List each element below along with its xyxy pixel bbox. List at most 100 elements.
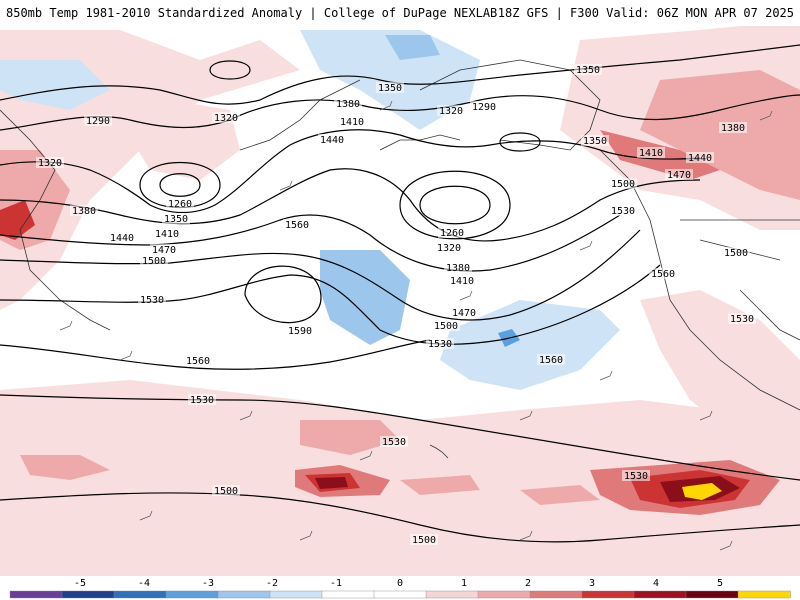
contour-label: 1350 — [164, 214, 188, 225]
height-contour — [0, 339, 431, 370]
contour-label: 1290 — [86, 116, 110, 127]
contour-label: 1440 — [110, 233, 134, 244]
wind-barb — [719, 540, 733, 551]
wind-barb — [299, 530, 313, 541]
colorbar-segment — [477, 590, 531, 599]
height-contour — [0, 492, 800, 543]
contour-label: 1410 — [155, 229, 179, 240]
colorbar-canvas: -5 -4 -3 -2 -1 0 1 2 3 4 5 — [9, 578, 791, 599]
contour-label-bg — [84, 115, 112, 126]
contour-label-bg — [318, 134, 346, 145]
contour-label-bg — [283, 219, 311, 230]
colorbar-tick-label: 3 — [589, 578, 595, 589]
colorbar-segment — [737, 590, 791, 599]
contour-label-bg — [574, 64, 602, 75]
contour-label-bg — [438, 227, 466, 238]
height-contour — [0, 214, 621, 272]
contour-label: 1350 — [378, 83, 402, 94]
closed-low-contour — [399, 170, 511, 240]
contour-label: 1260 — [168, 199, 192, 210]
wind-barb — [579, 240, 593, 251]
warm-anomaly-area — [0, 380, 800, 576]
contour-label-bg — [376, 82, 404, 93]
contour-label-bg — [435, 242, 463, 253]
contour-label: 1260 — [440, 228, 464, 239]
contour-label: 1500 — [142, 256, 166, 267]
colorbar-tick-label: -2 — [266, 578, 278, 589]
closed-low-contour — [499, 132, 541, 152]
contour-label-bg — [380, 436, 408, 447]
contour-label-bg — [665, 169, 693, 180]
cool-anomaly-area — [440, 300, 620, 390]
wind-barb — [759, 110, 773, 121]
wind-barb — [359, 450, 373, 461]
contour-label-bg — [212, 485, 240, 496]
closed-low-contour — [159, 173, 201, 197]
colorbar-tick-label: 0 — [397, 578, 403, 589]
warm-anomaly-area — [120, 100, 240, 180]
aleutian-islands — [379, 134, 461, 151]
contour-label: 1470 — [152, 245, 176, 256]
wind-barb — [699, 410, 713, 421]
wind-barb — [519, 410, 533, 421]
colorbar-segment — [373, 590, 427, 599]
contour-label: 1290 — [472, 102, 496, 113]
header-bar: 850mb Temp 1981-2010 Standardized Anomal… — [0, 0, 800, 26]
colorbar: -5 -4 -3 -2 -1 0 1 2 3 4 5 — [0, 576, 800, 600]
contour-label-bg — [537, 354, 565, 365]
contour-label-bg — [728, 313, 756, 324]
colorbar-tick-label: 4 — [653, 578, 659, 589]
colorbar-segment — [61, 590, 115, 599]
wind-barbs — [59, 100, 773, 551]
wind-barb — [599, 370, 613, 381]
contour-label: 1410 — [639, 148, 663, 159]
contour-label-bg — [686, 152, 714, 163]
contour-label-bg — [153, 228, 181, 239]
colorbar-tick-label: 2 — [525, 578, 531, 589]
contour-label: 1350 — [583, 136, 607, 147]
contour-label-bg — [338, 116, 366, 127]
height-contour — [0, 168, 701, 242]
warm-anomaly-area — [640, 70, 800, 200]
contour-label-bg — [140, 255, 168, 266]
height-contour — [0, 394, 800, 481]
contour-label: 1560 — [186, 356, 210, 367]
closed-low-contour — [139, 161, 221, 209]
contour-label: 1530 — [428, 339, 452, 350]
contour-label: 1530 — [611, 206, 635, 217]
wind-barb — [519, 530, 533, 541]
contour-label-bg — [162, 213, 190, 224]
cool-anomaly-area — [320, 250, 410, 345]
cool-anomaly-area — [0, 60, 110, 110]
contour-label: 1440 — [320, 135, 344, 146]
map-title: 850mb Temp 1981-2010 Standardized Anomal… — [6, 6, 498, 20]
contour-label: 1320 — [214, 113, 238, 124]
contour-label-bg — [637, 147, 665, 158]
colorbar-segment — [581, 590, 635, 599]
wind-barb — [119, 350, 133, 361]
contour-label: 1320 — [437, 243, 461, 254]
contour-label-bg — [581, 135, 609, 146]
contour-label: 1500 — [611, 179, 635, 190]
warm-anomaly-area — [640, 290, 800, 460]
warm-anomaly-area — [20, 455, 110, 480]
colorbar-segment — [165, 590, 219, 599]
height-contour — [0, 229, 641, 321]
asia-coastline — [0, 109, 111, 331]
colorbar-segment — [321, 590, 375, 599]
colorbar-segment — [633, 590, 687, 599]
contour-label-bg — [649, 268, 677, 279]
contour-label: 1560 — [651, 269, 675, 280]
cool-anomaly-shading — [0, 30, 620, 390]
mexico-coastline — [739, 289, 800, 341]
warm-anomaly-area — [0, 200, 35, 240]
contour-label-bg — [188, 394, 216, 405]
contour-labels: 1290 1320 1380 1350 1410 1440 1320 1380 1260 1350… — [36, 64, 756, 546]
wind-barb — [59, 320, 73, 331]
contour-label: 1380 — [72, 206, 96, 217]
colorbar-tick-label: -5 — [74, 578, 86, 589]
contour-label-bg — [622, 470, 650, 481]
north-america-west-coast — [599, 149, 800, 411]
height-contour — [0, 44, 800, 105]
map-canvas: 1290 1320 1380 1350 1410 1440 1320 1380 1260 1350… — [0, 26, 800, 576]
